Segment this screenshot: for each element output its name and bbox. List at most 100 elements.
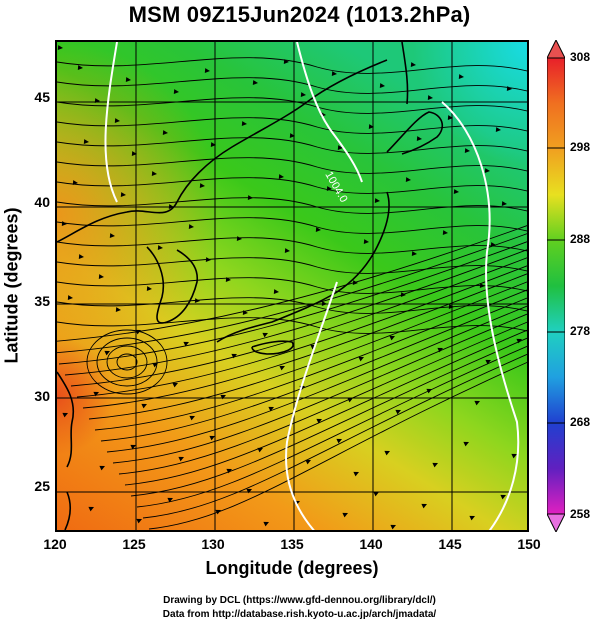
wind-arrowhead (353, 471, 359, 477)
wind-arrowhead (500, 494, 506, 500)
wind-arrowhead (315, 227, 321, 233)
wind-arrowhead (78, 254, 84, 260)
wind-arrowhead (331, 71, 337, 77)
wind-arrowhead (448, 304, 454, 310)
streamline (94, 289, 527, 431)
wind-arrowhead (94, 98, 100, 104)
streamline (57, 297, 527, 314)
wind-arrowhead (130, 444, 136, 450)
wind-arrowhead (204, 68, 210, 74)
wind-arrowhead (246, 488, 252, 494)
streamline (70, 257, 527, 387)
wind-arrowhead (336, 438, 342, 444)
x-tick-label: 145 (438, 536, 462, 552)
y-tick-label: 25 (34, 478, 50, 494)
wind-arrowhead (172, 382, 178, 388)
wind-arrowhead (242, 310, 248, 316)
streamline (57, 257, 527, 274)
wind-arrowhead (326, 186, 332, 192)
streamline (57, 277, 527, 294)
wind-arrowhead (485, 359, 491, 365)
isobars (104, 42, 520, 530)
wind-arrowhead (146, 286, 152, 292)
wind-arrowhead (484, 168, 490, 174)
streamline (58, 241, 527, 365)
colorbar-bottom-arrow (547, 513, 565, 532)
wind-arrowhead (437, 347, 443, 353)
wind-arrowhead (57, 45, 63, 51)
wind-arrowhead (141, 403, 147, 409)
coastline-china-east (57, 371, 75, 468)
isobar-east (441, 101, 520, 530)
colorbar-tick-label: 308 (570, 50, 591, 64)
streamline (64, 249, 527, 376)
x-tick-label: 130 (201, 536, 225, 552)
wind-arrowhead (358, 356, 364, 362)
wind-arrowhead (268, 406, 274, 412)
wind-arrowhead (125, 77, 131, 83)
wind-arrowhead (453, 189, 459, 195)
wind-arrowhead (247, 195, 253, 201)
wind-arrowhead (162, 130, 168, 136)
wind-arrowhead (131, 151, 137, 157)
wind-arrowhead (284, 248, 290, 254)
x-tick-label: 120 (43, 536, 67, 552)
wind-arrowhead (241, 121, 247, 127)
wind-arrowhead (220, 394, 226, 400)
wind-arrowhead (458, 74, 464, 80)
hot-shading-southwest (57, 42, 527, 530)
wind-arrowhead (352, 280, 358, 286)
streamline (130, 337, 527, 497)
x-tick-label: 135 (280, 536, 304, 552)
wind-arrowhead (136, 518, 142, 524)
wind-arrowhead (194, 298, 200, 304)
streamline (57, 137, 527, 154)
y-axis-label: Latitude (degrees) (1, 207, 22, 364)
coastline-asia-mainland (57, 59, 388, 243)
wind-arrowhead (209, 435, 215, 441)
wind-arrowhead (157, 245, 163, 251)
wind-arrowhead (516, 338, 522, 344)
wind-arrowhead (114, 118, 120, 124)
wind-arrowhead (135, 329, 141, 335)
wind-arrowhead (62, 412, 68, 418)
y-tick-label: 40 (34, 194, 50, 210)
isobar-south (285, 281, 338, 530)
wind-arrowhead (252, 80, 258, 86)
wind-arrowhead (390, 524, 396, 530)
wind-arrowhead (432, 462, 438, 468)
wind-arrowhead (72, 180, 78, 186)
wind-arrowhead (115, 307, 121, 313)
wind-arrowhead (368, 124, 374, 130)
wind-arrowhead (374, 198, 380, 204)
wind-arrowhead (389, 335, 395, 341)
wind-arrowhead (463, 441, 469, 447)
wind-arrowhead (410, 62, 416, 68)
streamline (57, 225, 527, 342)
colorbar-top-arrow (547, 40, 565, 59)
wind-arrowhead (447, 115, 453, 121)
streamline (100, 297, 527, 442)
wind-arrowhead (300, 92, 306, 98)
wind-arrowhead (427, 95, 433, 101)
temperature-field-map: 1004.0 (57, 42, 527, 530)
colorbar-scale (547, 57, 565, 515)
wind-arrowhead (442, 230, 448, 236)
streamline (142, 353, 527, 519)
coastline-kyushu-honshu (216, 191, 390, 343)
wind-arrowhead (183, 341, 189, 347)
wind-arrowhead (501, 201, 507, 207)
coastline-hokkaido (386, 111, 444, 155)
y-tick-label: 45 (34, 89, 50, 105)
streamline (57, 57, 527, 74)
x-tick-label: 140 (359, 536, 383, 552)
wind-arrowhead (506, 86, 512, 92)
lat-lon-grid (57, 42, 527, 530)
wind-arrowhead (342, 512, 348, 518)
wind-arrowhead (405, 177, 411, 183)
wind-arrowhead (215, 509, 221, 515)
streamline (112, 313, 527, 464)
streamline (106, 345, 148, 379)
wind-arrowhead (152, 362, 158, 368)
wind-arrowhead (151, 171, 157, 177)
